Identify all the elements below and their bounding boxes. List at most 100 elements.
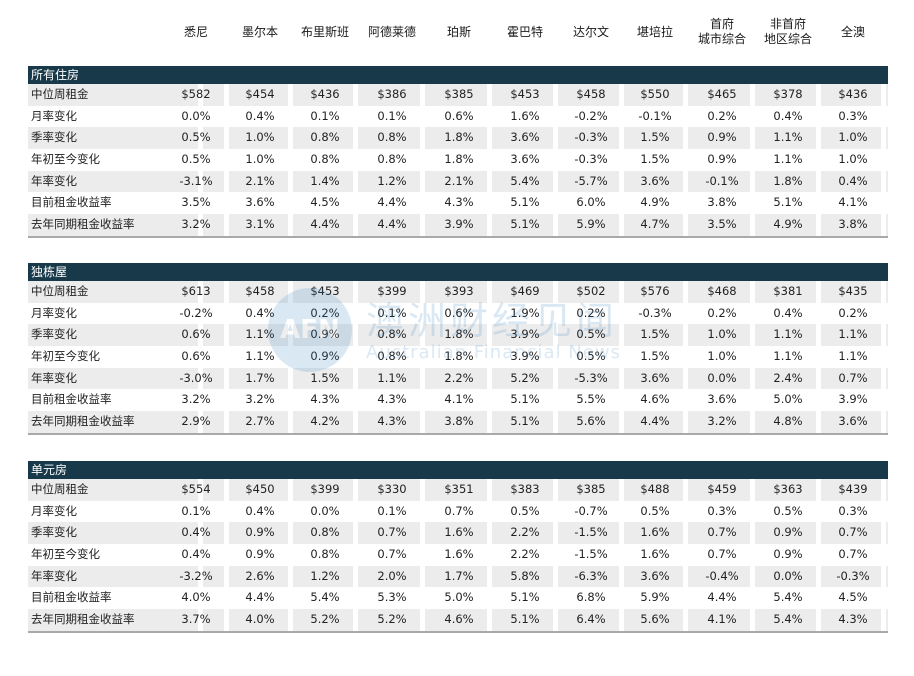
table-cell: 0.6% xyxy=(444,305,474,320)
table-cell: 3.6% xyxy=(245,195,275,210)
table-cell: $436 xyxy=(824,84,886,106)
table-cell: 0.7% xyxy=(707,547,737,562)
table-cell: 0.9% xyxy=(693,127,755,149)
table-cell: 0.2% xyxy=(838,305,868,320)
table-cell: 0.9% xyxy=(296,324,358,346)
section-title: 单元房 xyxy=(28,461,888,479)
table-cell: 3.8% xyxy=(707,195,737,210)
table-cell: 3.6% xyxy=(707,392,737,407)
table-cell: $450 xyxy=(231,479,293,501)
table-cell: 5.4% xyxy=(773,590,803,605)
table-row: 季率变化 0.5% 1.0% 0.8% 0.8% 1.8% 3.6% -0.3% 1.5% 0.9… xyxy=(28,127,888,150)
table-cell: 0.9% xyxy=(245,547,275,562)
table-row: 年率变化 -3.2% 2.6% 1.2% 2.0% 1.7% 5.8% -6.3% 3.6% -0… xyxy=(28,565,888,588)
table-cell: $351 xyxy=(430,479,492,501)
table-row: 目前租金收益率 3.5% 3.6% 4.5% 4.4% 4.3% 5.1% 6.0% 4.9% 3… xyxy=(28,192,888,214)
table-cell: -6.3% xyxy=(562,565,624,588)
table-cell: 1.5% xyxy=(296,367,358,390)
section-title: 独栋屋 xyxy=(28,263,888,281)
table-cell: 2.2% xyxy=(496,522,558,544)
table-cell: 1.0% xyxy=(824,127,886,149)
table-cell: 4.9% xyxy=(640,195,670,210)
table-cell: 1.5% xyxy=(640,152,670,167)
table-cell: -0.3% xyxy=(638,305,672,320)
table-cell: $453 xyxy=(496,84,558,106)
table-cell: 4.4% xyxy=(363,214,425,236)
table-cell: 0.8% xyxy=(310,547,340,562)
table-cell: 4.3% xyxy=(824,609,886,631)
table-cell: 1.1% xyxy=(231,324,293,346)
section-divider xyxy=(28,235,888,238)
column-header-1: 墨尔本 xyxy=(241,24,278,39)
table-row: 年率变化 -3.1% 2.1% 1.4% 1.2% 2.1% 5.4% -5.7% 3.6% -0… xyxy=(28,170,888,193)
row-label: 去年同期租金收益率 xyxy=(31,411,203,433)
table-cell: 1.5% xyxy=(626,324,688,346)
table-cell: 1.0% xyxy=(707,349,737,364)
table-cell: 3.2% xyxy=(245,392,275,407)
table-cell: -0.3% xyxy=(562,127,624,149)
table-cell: 0.9% xyxy=(231,522,293,544)
table-cell: 4.0% xyxy=(181,590,211,605)
table-cell: 4.9% xyxy=(759,214,821,236)
table-cell: 4.4% xyxy=(707,590,737,605)
table-cell: 5.2% xyxy=(296,609,358,631)
table-cell: 0.8% xyxy=(363,324,425,346)
table-cell: 0.1% xyxy=(377,503,407,518)
table-cell: 1.5% xyxy=(626,127,688,149)
table-cell: 0.4% xyxy=(245,503,275,518)
table-cell: 0.2% xyxy=(707,108,737,123)
table-cell: $393 xyxy=(430,281,492,303)
column-header-row: 悉尼 墨尔本 布里斯班 阿德莱德 珀斯 霍巴特 达尔文 堪培拉 首府 城市综合 非首府 地区综合 全澳 xyxy=(0,0,914,64)
table-cell: 4.8% xyxy=(759,411,821,433)
table-cell: 0.1% xyxy=(377,108,407,123)
table-row: 去年同期租金收益率 2.9% 2.7% 4.2% 4.3% 3.8% 5.1% 5.6% 4.4… xyxy=(28,411,888,433)
table-cell: 1.1% xyxy=(773,152,803,167)
table-cell: 4.4% xyxy=(377,195,407,210)
table-cell: 0.4% xyxy=(167,522,229,544)
table-cell: 1.7% xyxy=(231,367,293,390)
table-cell: -0.1% xyxy=(638,108,672,123)
table-cell: 3.8% xyxy=(824,214,886,236)
table-cell: 3.6% xyxy=(824,411,886,433)
table-cell: 0.3% xyxy=(838,108,868,123)
table-cell: 1.1% xyxy=(363,367,425,390)
table-cell: 0.4% xyxy=(824,170,886,193)
table-cell: 1.2% xyxy=(296,565,358,588)
table-cell: $554 xyxy=(167,479,229,501)
table-cell: -0.3% xyxy=(574,152,608,167)
table-cell: 4.1% xyxy=(693,609,755,631)
table-cell: $454 xyxy=(231,84,293,106)
table-cell: 0.8% xyxy=(296,522,358,544)
table-cell: 4.3% xyxy=(363,411,425,433)
table-cell: 5.1% xyxy=(510,195,540,210)
table-cell: 4.3% xyxy=(444,195,474,210)
column-header-9: 非首府 地区综合 xyxy=(763,17,812,46)
row-label: 目前租金收益率 xyxy=(31,392,112,407)
table-cell: 4.6% xyxy=(430,609,492,631)
row-label: 年初至今变化 xyxy=(31,547,100,562)
row-label: 中位周租金 xyxy=(31,84,202,106)
column-header-4: 珀斯 xyxy=(446,24,471,39)
table-row: 年初至今变化 0.5% 1.0% 0.8% 0.8% 1.8% 3.6% -0.3% 1.5% 0… xyxy=(28,149,888,171)
table-cell: 4.5% xyxy=(838,590,868,605)
table-cell: 1.0% xyxy=(231,127,293,149)
table-cell: 0.9% xyxy=(707,152,737,167)
table-cell: 1.1% xyxy=(824,324,886,346)
table-row: 去年同期租金收益率 3.2% 3.1% 4.4% 4.4% 3.9% 5.1% 5.9% 4.7… xyxy=(28,214,888,236)
column-header-7: 堪培拉 xyxy=(636,24,673,39)
row-label: 目前租金收益率 xyxy=(31,195,112,210)
table-cell: 0.7% xyxy=(693,522,755,544)
row-label: 年初至今变化 xyxy=(31,349,100,364)
table-cell: 0.4% xyxy=(245,108,275,123)
table-cell: $383 xyxy=(496,479,558,501)
section-title: 所有住房 xyxy=(28,66,888,84)
table-cell: $378 xyxy=(759,84,821,106)
table-cell: 1.4% xyxy=(296,170,358,193)
table-cell: $330 xyxy=(363,479,425,501)
table-cell: 0.7% xyxy=(824,367,886,390)
row-label: 季率变化 xyxy=(31,522,203,544)
table-cell: 0.5% xyxy=(640,503,670,518)
column-header-0: 悉尼 xyxy=(183,24,208,39)
table-cell: 1.0% xyxy=(693,324,755,346)
table-cell: 1.8% xyxy=(430,324,492,346)
